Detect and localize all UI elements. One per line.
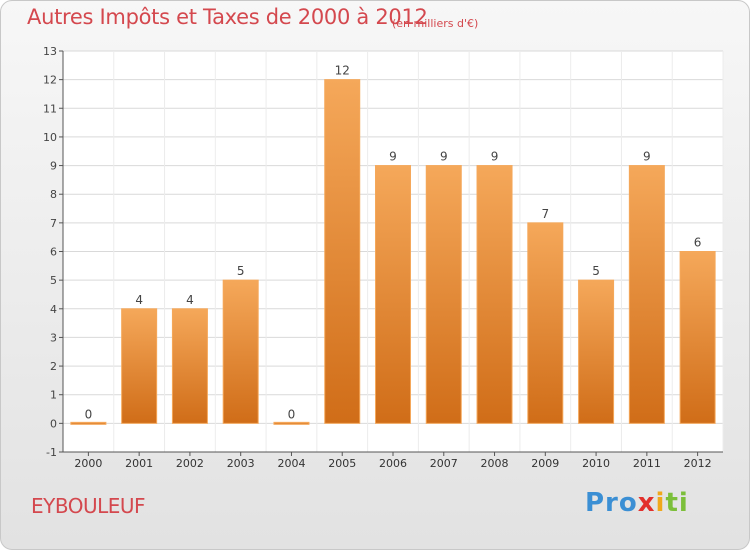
- data-label: 9: [389, 150, 397, 164]
- y-tick-label: 8: [50, 188, 57, 201]
- bar: [679, 251, 716, 424]
- bar: [222, 279, 259, 424]
- bar: [121, 308, 158, 424]
- data-label: 9: [643, 150, 651, 164]
- bar: [324, 79, 361, 424]
- y-tick-label: 0: [50, 417, 57, 430]
- y-tick-label: 7: [50, 217, 57, 230]
- y-tick-label: 11: [43, 102, 57, 115]
- x-tick-label: 2004: [277, 457, 305, 470]
- y-tick-label: 13: [43, 45, 57, 58]
- bar: [375, 165, 411, 424]
- logo-part: ti: [665, 488, 689, 518]
- y-tick-label: -1: [46, 446, 57, 459]
- y-tick-label: 12: [43, 74, 57, 87]
- y-tick-label: 6: [50, 246, 57, 259]
- bar: [578, 279, 615, 424]
- data-label: 0: [288, 407, 296, 421]
- x-tick-label: 2008: [481, 457, 509, 470]
- x-tick-label: 2012: [684, 457, 712, 470]
- bar: [171, 308, 208, 424]
- x-tick-label: 2000: [74, 457, 102, 470]
- x-tick-label: 2006: [379, 457, 407, 470]
- x-tick-label: 2009: [531, 457, 559, 470]
- data-label: 0: [85, 407, 93, 421]
- data-label: 9: [440, 150, 448, 164]
- bar: [425, 165, 462, 424]
- x-tick-label: 2001: [125, 457, 153, 470]
- place-name: EYBOULEUF: [31, 494, 146, 518]
- data-label: 9: [491, 150, 499, 164]
- chart-subtitle: (en milliers d'€): [392, 17, 479, 30]
- logo-part: Pro: [585, 488, 638, 518]
- data-label: 6: [694, 236, 702, 250]
- chart-title: Autres Impôts et Taxes de 2000 à 2012: [27, 5, 428, 29]
- y-tick-label: 3: [50, 331, 57, 344]
- logo-part: x: [637, 488, 656, 518]
- x-tick-label: 2005: [328, 457, 356, 470]
- data-label: 12: [335, 64, 350, 78]
- bar: [70, 421, 107, 425]
- y-tick-label: 5: [50, 274, 57, 287]
- proxiti-logo: Proxiti: [585, 488, 689, 518]
- x-tick-label: 2002: [176, 457, 204, 470]
- x-tick-label: 2007: [430, 457, 458, 470]
- bar: [527, 222, 564, 424]
- x-tick-label: 2011: [633, 457, 661, 470]
- x-tick-label: 2003: [227, 457, 255, 470]
- data-label: 5: [592, 264, 600, 278]
- x-tick-label: 2010: [582, 457, 610, 470]
- y-tick-label: 2: [50, 360, 57, 373]
- y-tick-label: 1: [50, 389, 57, 402]
- bar: [628, 165, 665, 424]
- data-label: 4: [135, 293, 143, 307]
- data-label: 5: [237, 264, 245, 278]
- data-label: 4: [186, 293, 194, 307]
- y-tick-label: 10: [43, 131, 57, 144]
- bar: [476, 165, 513, 424]
- bar: [273, 421, 310, 425]
- y-tick-label: 9: [50, 160, 57, 173]
- y-tick-label: 4: [50, 303, 57, 316]
- logo-part: i: [655, 488, 666, 518]
- data-label: 7: [541, 207, 549, 221]
